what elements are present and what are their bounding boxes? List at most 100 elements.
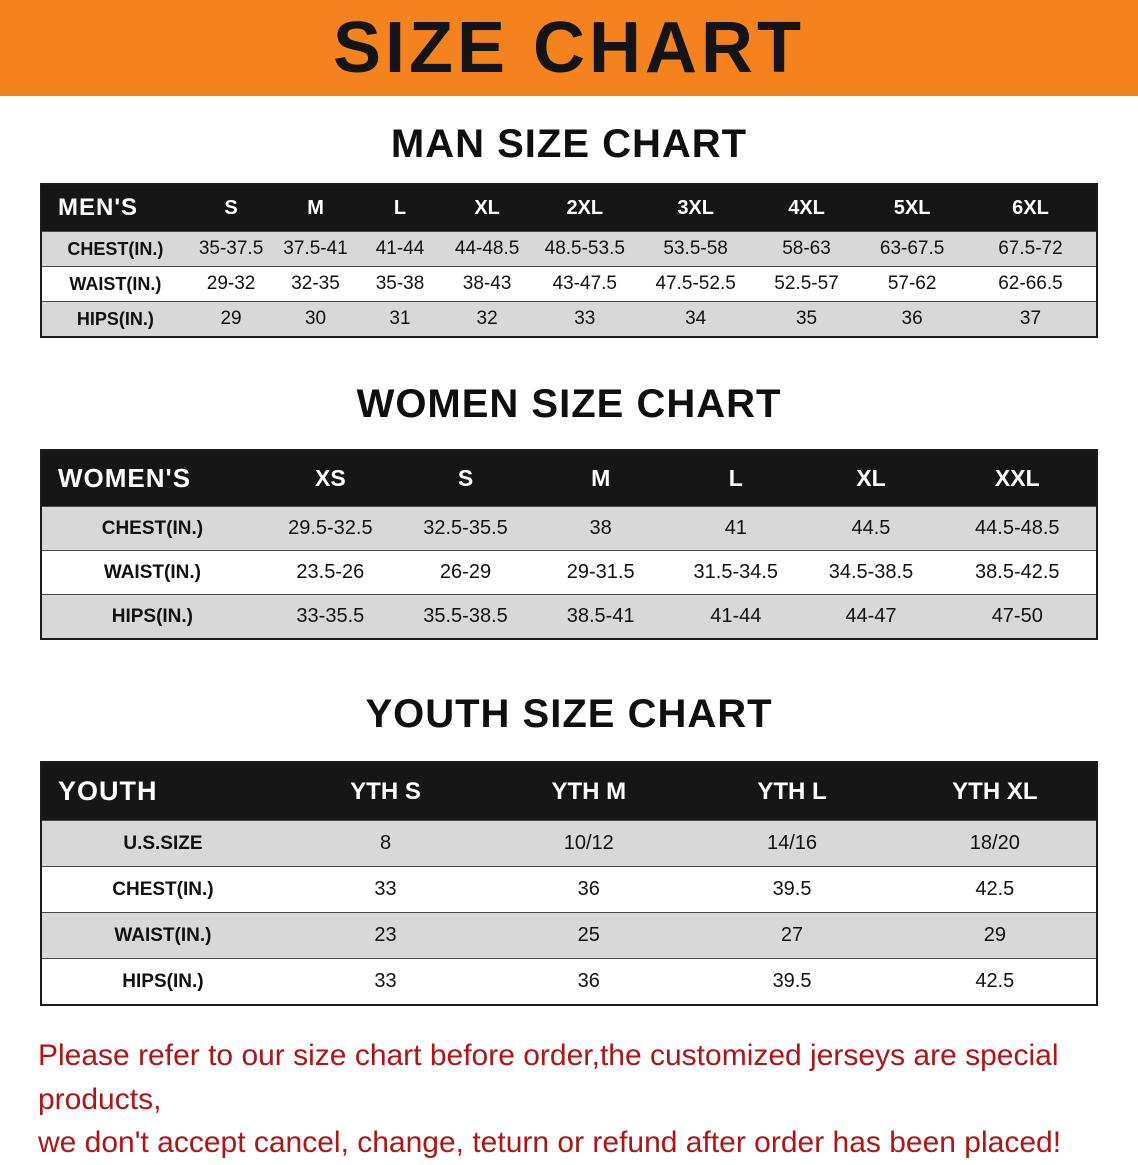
footer-notice: Please refer to our size chart before or… (38, 1034, 1100, 1165)
size-cell: 38 (589, 517, 612, 539)
size-cell: 23.5-26 (296, 561, 365, 583)
women-chest-row: CHEST(IN.) 29.5-32.5 32.5-35.5 38 41 44.… (41, 506, 1097, 551)
youth-table-label: YOUTH (41, 762, 284, 821)
size-cell: 33-35.5 (296, 605, 365, 627)
size-cell: 47.5-52.5 (655, 273, 736, 294)
row-label: WAIST(IN.) (103, 561, 201, 583)
size-cell: 23 (374, 924, 397, 946)
women-col-header: L (668, 450, 804, 507)
size-cell: 29-31.5 (566, 561, 635, 583)
row-label: CHEST(IN.) (67, 238, 164, 259)
size-cell: 37.5-41 (283, 238, 348, 259)
row-label: HIPS(IN.) (111, 605, 194, 627)
size-cell: 34 (685, 308, 707, 329)
youth-waist-row: WAIST(IN.) 23 25 27 29 (41, 912, 1097, 959)
men-hips-row: HIPS(IN.) 29 30 31 32 33 34 35 36 37 (41, 301, 1097, 337)
size-cell: 33 (374, 970, 397, 992)
size-cell: 33 (374, 878, 397, 900)
size-cell: 27 (780, 924, 804, 946)
size-cell: 29.5-32.5 (288, 517, 373, 539)
size-cell: 32.5-35.5 (423, 517, 508, 539)
women-col-header: M (533, 450, 669, 507)
size-cell: 29 (983, 924, 1006, 946)
size-cell: 42.5 (975, 878, 1015, 900)
notice-line-1: Please refer to our size chart before or… (38, 1039, 1059, 1116)
size-cell: 44-47 (845, 605, 897, 627)
size-cell: 57-62 (887, 273, 937, 294)
men-section-heading: MAN SIZE CHART (390, 122, 748, 166)
size-cell: 14/16 (767, 832, 818, 854)
size-cell: 26-29 (439, 561, 492, 583)
men-col-header: XL (442, 184, 532, 232)
size-cell: 47-50 (991, 605, 1043, 627)
women-col-header: XL (803, 450, 939, 507)
row-label: U.S.SIZE (123, 832, 203, 854)
size-cell: 39.5 (772, 878, 812, 900)
size-cell: 44.5 (851, 517, 891, 539)
size-cell: 31 (389, 308, 411, 329)
youth-col-header: YTH L (690, 762, 894, 821)
size-cell: 42.5 (975, 970, 1015, 992)
youth-col-header: YTH XL (893, 762, 1097, 821)
youth-section-heading: YOUTH SIZE CHART (365, 692, 773, 736)
youth-col-header: YTH S (283, 762, 488, 821)
size-cell: 43-47.5 (552, 273, 617, 294)
size-cell: 33 (574, 308, 596, 329)
youth-chest-row: CHEST(IN.) 33 36 39.5 42.5 (41, 866, 1097, 913)
size-cell: 41-44 (375, 238, 425, 259)
men-col-header: M (273, 184, 358, 232)
women-col-header: XS (262, 450, 398, 507)
men-table-label: MEN'S (41, 184, 189, 232)
size-cell: 35-38 (375, 273, 425, 294)
size-cell: 36 (901, 308, 923, 329)
men-table-header-row: MEN'S S M L XL 2XL 3XL 4XL 5XL 6XL (41, 184, 1097, 232)
size-cell: 29-32 (206, 273, 256, 294)
size-cell: 32 (476, 308, 498, 329)
size-cell: 52.5-57 (774, 273, 839, 294)
size-cell: 63-67.5 (879, 238, 945, 259)
youth-hips-row: HIPS(IN.) 33 36 39.5 42.5 (41, 958, 1097, 1005)
row-label: CHEST(IN.) (101, 517, 204, 539)
men-col-header: 2XL (531, 184, 638, 232)
size-cell: 41 (724, 517, 747, 539)
size-cell: 38-43 (462, 273, 512, 294)
row-label: WAIST(IN.) (69, 273, 162, 294)
size-cell: 37 (1019, 308, 1042, 329)
size-cell: 32-35 (291, 273, 340, 294)
men-section: MAN SIZE CHART MEN'S S M L XL 2XL 3XL 4X… (0, 122, 1138, 338)
youth-table-header-row: YOUTH YTH S YTH M YTH L YTH XL (41, 762, 1097, 821)
row-label: HIPS(IN.) (122, 970, 204, 992)
size-cell: 31.5-34.5 (693, 561, 779, 583)
banner: SIZE CHART (0, 0, 1138, 96)
size-cell: 62-66.5 (998, 273, 1063, 294)
size-cell: 41-44 (710, 605, 762, 627)
size-cell: 30 (304, 308, 327, 329)
women-col-header: S (397, 450, 534, 507)
men-col-header: S (188, 184, 274, 232)
size-cell: 39.5 (772, 970, 812, 992)
size-cell: 8 (379, 832, 392, 854)
men-col-header: 6XL (964, 184, 1097, 232)
size-cell: 38.5-41 (566, 605, 635, 627)
women-section: WOMEN SIZE CHART WOMEN'S XS S M L XL XXL (0, 382, 1138, 640)
women-waist-row: WAIST(IN.) 23.5-26 26-29 29-31.5 31.5-34… (41, 550, 1097, 595)
row-label: HIPS(IN.) (76, 308, 154, 329)
row-label: CHEST(IN.) (112, 878, 214, 900)
size-cell: 10/12 (563, 832, 614, 854)
notice-line-2: we don't accept cancel, change, teturn o… (38, 1126, 1062, 1159)
size-cell: 38.5-42.5 (975, 561, 1060, 583)
men-col-header: 3XL (637, 184, 754, 232)
size-cell: 18/20 (969, 832, 1020, 854)
size-cell: 35 (795, 308, 818, 329)
women-hips-row: HIPS(IN.) 33-35.5 35.5-38.5 38.5-41 41-4… (41, 594, 1097, 639)
youth-size-table: YOUTH YTH S YTH M YTH L YTH XL U.S.SIZE … (40, 761, 1098, 1006)
women-section-heading: WOMEN SIZE CHART (356, 382, 782, 426)
men-col-header: 5XL (859, 184, 965, 232)
men-col-header: 4XL (753, 184, 860, 232)
size-cell: 53.5-58 (663, 238, 728, 259)
youth-section: YOUTH SIZE CHART YOUTH YTH S YTH M YTH L… (0, 692, 1138, 1006)
size-cell: 67.5-72 (998, 238, 1063, 259)
women-table-label: WOMEN'S (41, 450, 263, 507)
size-cell: 34.5-38.5 (828, 561, 914, 583)
size-cell: 35-37.5 (198, 238, 264, 259)
